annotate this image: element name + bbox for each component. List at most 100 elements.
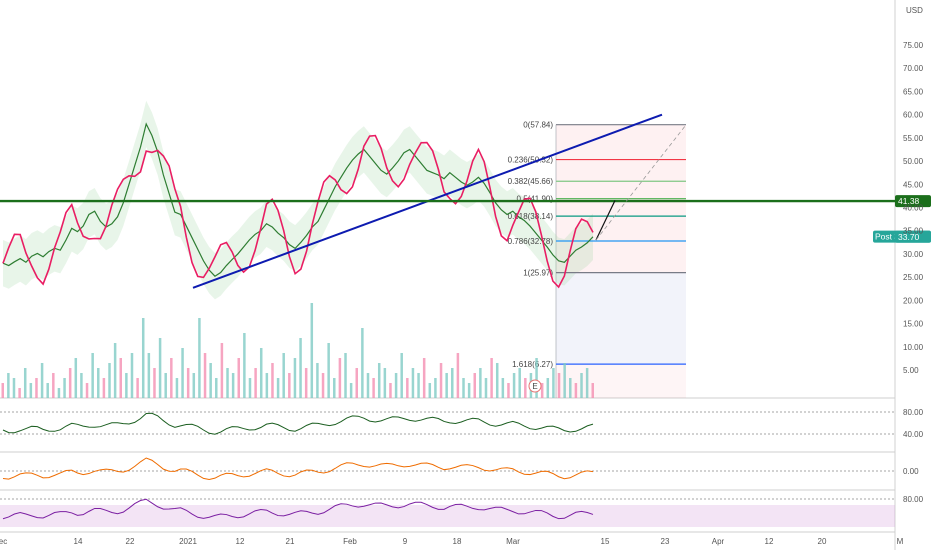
volume-bar xyxy=(574,383,578,398)
volume-bar xyxy=(411,368,415,398)
volume-bar xyxy=(125,373,128,398)
volume-bar xyxy=(91,353,94,398)
volume-bar xyxy=(462,378,465,398)
volume-bar xyxy=(321,373,325,398)
currency-label: USD xyxy=(906,6,923,15)
volume-bar xyxy=(417,373,420,398)
volume-bar xyxy=(473,373,476,398)
fib-level-label: 1.618(6.27) xyxy=(512,360,553,369)
volume-bar xyxy=(18,388,21,398)
volume-bar xyxy=(552,368,555,398)
volume-bar xyxy=(366,373,370,398)
volume-bar xyxy=(456,353,460,398)
price-tag xyxy=(895,230,931,243)
time-tick-label: Feb xyxy=(343,537,357,546)
volume-bar xyxy=(248,378,252,398)
volume-bar xyxy=(175,378,179,398)
volume-bar xyxy=(484,378,488,398)
volume-bar xyxy=(569,378,572,398)
volume-bar xyxy=(40,363,44,398)
volume-bar xyxy=(507,383,510,398)
volume-bar xyxy=(428,383,432,398)
volume-bar xyxy=(12,378,16,398)
time-tick-label: 9 xyxy=(403,537,408,546)
price-tick-label: 20.00 xyxy=(903,296,924,305)
volume-bar xyxy=(63,378,66,398)
volume-bar xyxy=(580,373,583,398)
fib-lower-zone xyxy=(556,272,686,365)
indicator-line xyxy=(2,134,594,289)
volume-bar xyxy=(85,383,89,398)
volume-bar xyxy=(591,383,594,398)
oscillator-tick-label: 80.00 xyxy=(903,495,924,504)
volume-bar xyxy=(276,378,280,398)
volume-bar xyxy=(113,343,117,398)
volume-bar xyxy=(231,373,235,398)
volume-bar xyxy=(102,378,106,398)
volume-bar xyxy=(136,378,139,398)
oscillator-line xyxy=(2,457,594,481)
volume-bar xyxy=(108,363,111,398)
time-tick-label: 23 xyxy=(661,537,670,546)
price-tick-label: 60.00 xyxy=(903,111,924,120)
price-tick-label: 40.00 xyxy=(903,204,924,213)
volume-bar xyxy=(80,373,83,398)
volume-bar xyxy=(271,363,274,398)
price-tag-label: 33.70 xyxy=(898,232,920,242)
fib-level-label: 0.5(41.90) xyxy=(517,195,554,204)
time-tick-label: 18 xyxy=(453,537,462,546)
volume-bar xyxy=(400,353,403,398)
volume-bar xyxy=(181,348,184,398)
time-tick-label: 15 xyxy=(601,537,610,546)
volume-bar xyxy=(192,373,196,398)
volume-bar xyxy=(422,358,426,398)
price-tick-label: 65.00 xyxy=(903,87,924,96)
volume-bar xyxy=(35,378,38,398)
volume-bar xyxy=(46,383,49,398)
volume-bar xyxy=(495,363,499,398)
volume-bar xyxy=(377,363,381,398)
volume-bar xyxy=(535,358,538,398)
price-tick-label: 10.00 xyxy=(903,343,924,352)
fib-level-label: 0.786(32.78) xyxy=(508,237,554,246)
volume-bar xyxy=(1,383,4,398)
volume-bar xyxy=(389,383,392,398)
volume-bar xyxy=(355,368,358,398)
volume-bar xyxy=(563,363,566,398)
price-tick-label: 70.00 xyxy=(903,64,924,73)
volume-bar xyxy=(540,383,544,398)
volume-bar xyxy=(282,353,285,398)
price-tick-label: 15.00 xyxy=(903,320,924,329)
oscillator-line xyxy=(2,412,594,435)
price-tick-label: 30.00 xyxy=(903,250,924,259)
volume-bar xyxy=(383,368,387,398)
time-tick-label: 12 xyxy=(236,537,245,546)
volume-bar xyxy=(310,303,314,398)
volume-bar xyxy=(57,388,61,398)
time-tick-label: 21 xyxy=(286,537,295,546)
volume-bar xyxy=(467,383,471,398)
volume-bar xyxy=(215,378,218,398)
volume-bar xyxy=(220,343,224,398)
oscillator-tick-label: 80.00 xyxy=(903,408,924,417)
volume-bar xyxy=(147,353,151,398)
fib-level-label: 0.618(38.14) xyxy=(508,212,554,221)
fib-level-label: 0.382(45.66) xyxy=(508,177,554,186)
volume-bar xyxy=(327,343,330,398)
price-tick-label: 5.00 xyxy=(903,366,919,375)
volume-bar xyxy=(68,368,72,398)
volume-bar xyxy=(164,373,167,398)
volume-bar xyxy=(546,378,550,398)
volume-bar xyxy=(333,378,336,398)
volume-bar xyxy=(434,378,437,398)
price-tick-label: 50.00 xyxy=(903,157,924,166)
volume-bar xyxy=(557,373,561,398)
earnings-marker xyxy=(528,379,542,393)
time-tick-label: 22 xyxy=(126,537,135,546)
price-tick-label: 25.00 xyxy=(903,273,924,282)
fib-level-label: 0(57.84) xyxy=(523,121,553,130)
ichimoku-cloud xyxy=(3,100,593,300)
volume-bar xyxy=(451,368,454,398)
volume-bar xyxy=(170,358,173,398)
